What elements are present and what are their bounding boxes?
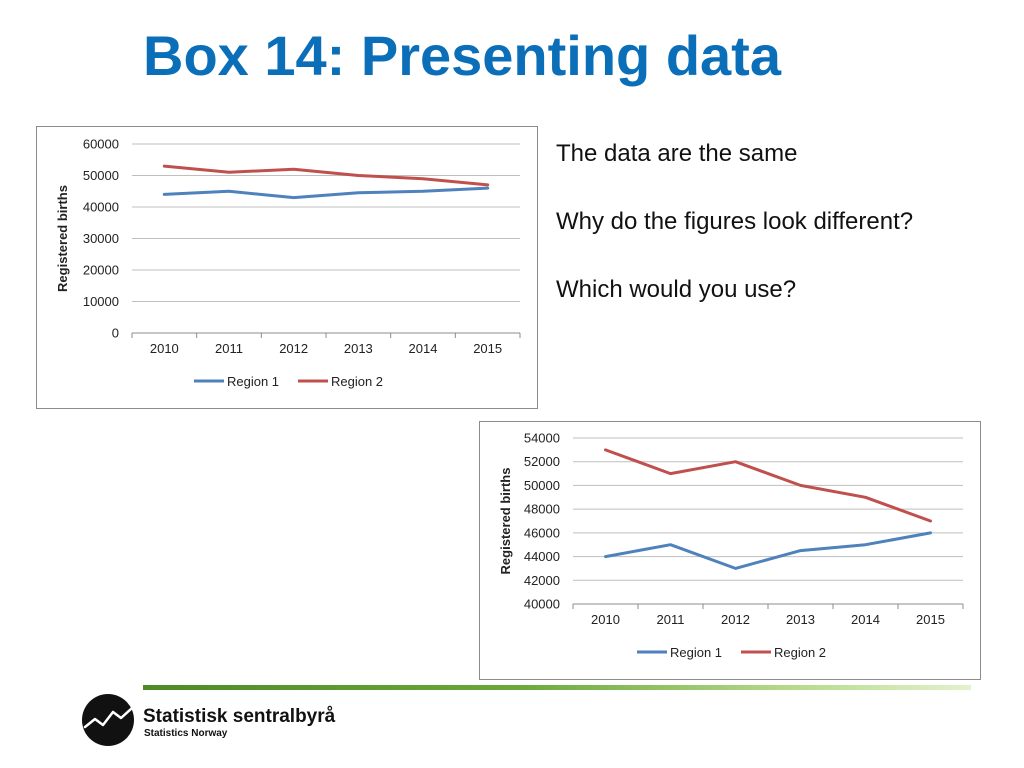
legend-label: Region 2 xyxy=(331,374,383,389)
series-line-region-2 xyxy=(162,164,490,187)
ssb-logo-icon xyxy=(82,694,134,746)
x-tick-label: 2014 xyxy=(409,341,438,356)
x-tick-label: 2014 xyxy=(851,612,880,627)
x-tick-label: 2011 xyxy=(215,341,243,356)
legend-label: Region 1 xyxy=(670,645,722,660)
x-tick-label: 2012 xyxy=(721,612,750,627)
y-tick-label: 48000 xyxy=(524,502,560,517)
y-axis-label: Registered births xyxy=(55,185,70,292)
x-tick-label: 2013 xyxy=(786,612,815,627)
x-tick-label: 2011 xyxy=(657,612,685,627)
brand-name: Statistisk sentralbyrå xyxy=(143,706,336,727)
x-tick-label: 2010 xyxy=(591,612,620,627)
y-tick-label: 50000 xyxy=(83,168,119,183)
x-tick-label: 2010 xyxy=(150,341,179,356)
slide-title: Box 14: Presenting data xyxy=(143,24,781,87)
y-tick-label: 40000 xyxy=(83,200,119,215)
x-tick-label: 2015 xyxy=(473,341,502,356)
y-tick-label: 20000 xyxy=(83,263,119,278)
chart-zoomed-scale: 40000 42000 44000 46000 48000 50000 52000 54000… xyxy=(479,421,981,680)
y-tick-label: 60000 xyxy=(83,137,119,152)
y-tick-label: 42000 xyxy=(524,573,560,588)
footer-divider xyxy=(143,685,971,690)
y-tick-label: 52000 xyxy=(524,454,560,469)
chart-svg: 40000 42000 44000 46000 48000 50000 52000 54000… xyxy=(498,431,964,660)
y-tick-label: 0 xyxy=(112,326,119,341)
y-tick-label: 40000 xyxy=(524,597,560,612)
brand-subname: Statistics Norway xyxy=(144,728,228,739)
chart-svg: 0 10000 20000 30000 40000 50000 60000 2010 2011 2… xyxy=(55,137,521,389)
y-tick-label: 54000 xyxy=(524,431,560,446)
question-which-use: Which would you use? xyxy=(556,276,797,303)
y-tick-label: 50000 xyxy=(524,478,560,493)
chart-full-scale: 0 10000 20000 30000 40000 50000 60000 2010 2011 2… xyxy=(36,126,538,409)
y-tick-label: 10000 xyxy=(83,294,119,309)
x-tick-label: 2015 xyxy=(916,612,945,627)
y-tick-label: 30000 xyxy=(83,231,119,246)
series-line-region-2 xyxy=(604,448,932,523)
series-line-region-1 xyxy=(604,531,932,570)
question-why-different: Why do the figures look different? xyxy=(556,208,914,235)
series-line-region-1 xyxy=(162,186,490,200)
legend-label: Region 2 xyxy=(774,645,826,660)
legend-label: Region 1 xyxy=(227,374,279,389)
y-tick-label: 46000 xyxy=(524,525,560,540)
statement-same-data: The data are the same xyxy=(556,140,798,167)
y-axis-label: Registered births xyxy=(498,468,513,575)
x-tick-label: 2012 xyxy=(279,341,308,356)
x-tick-label: 2013 xyxy=(344,341,373,356)
y-tick-label: 44000 xyxy=(524,549,560,564)
